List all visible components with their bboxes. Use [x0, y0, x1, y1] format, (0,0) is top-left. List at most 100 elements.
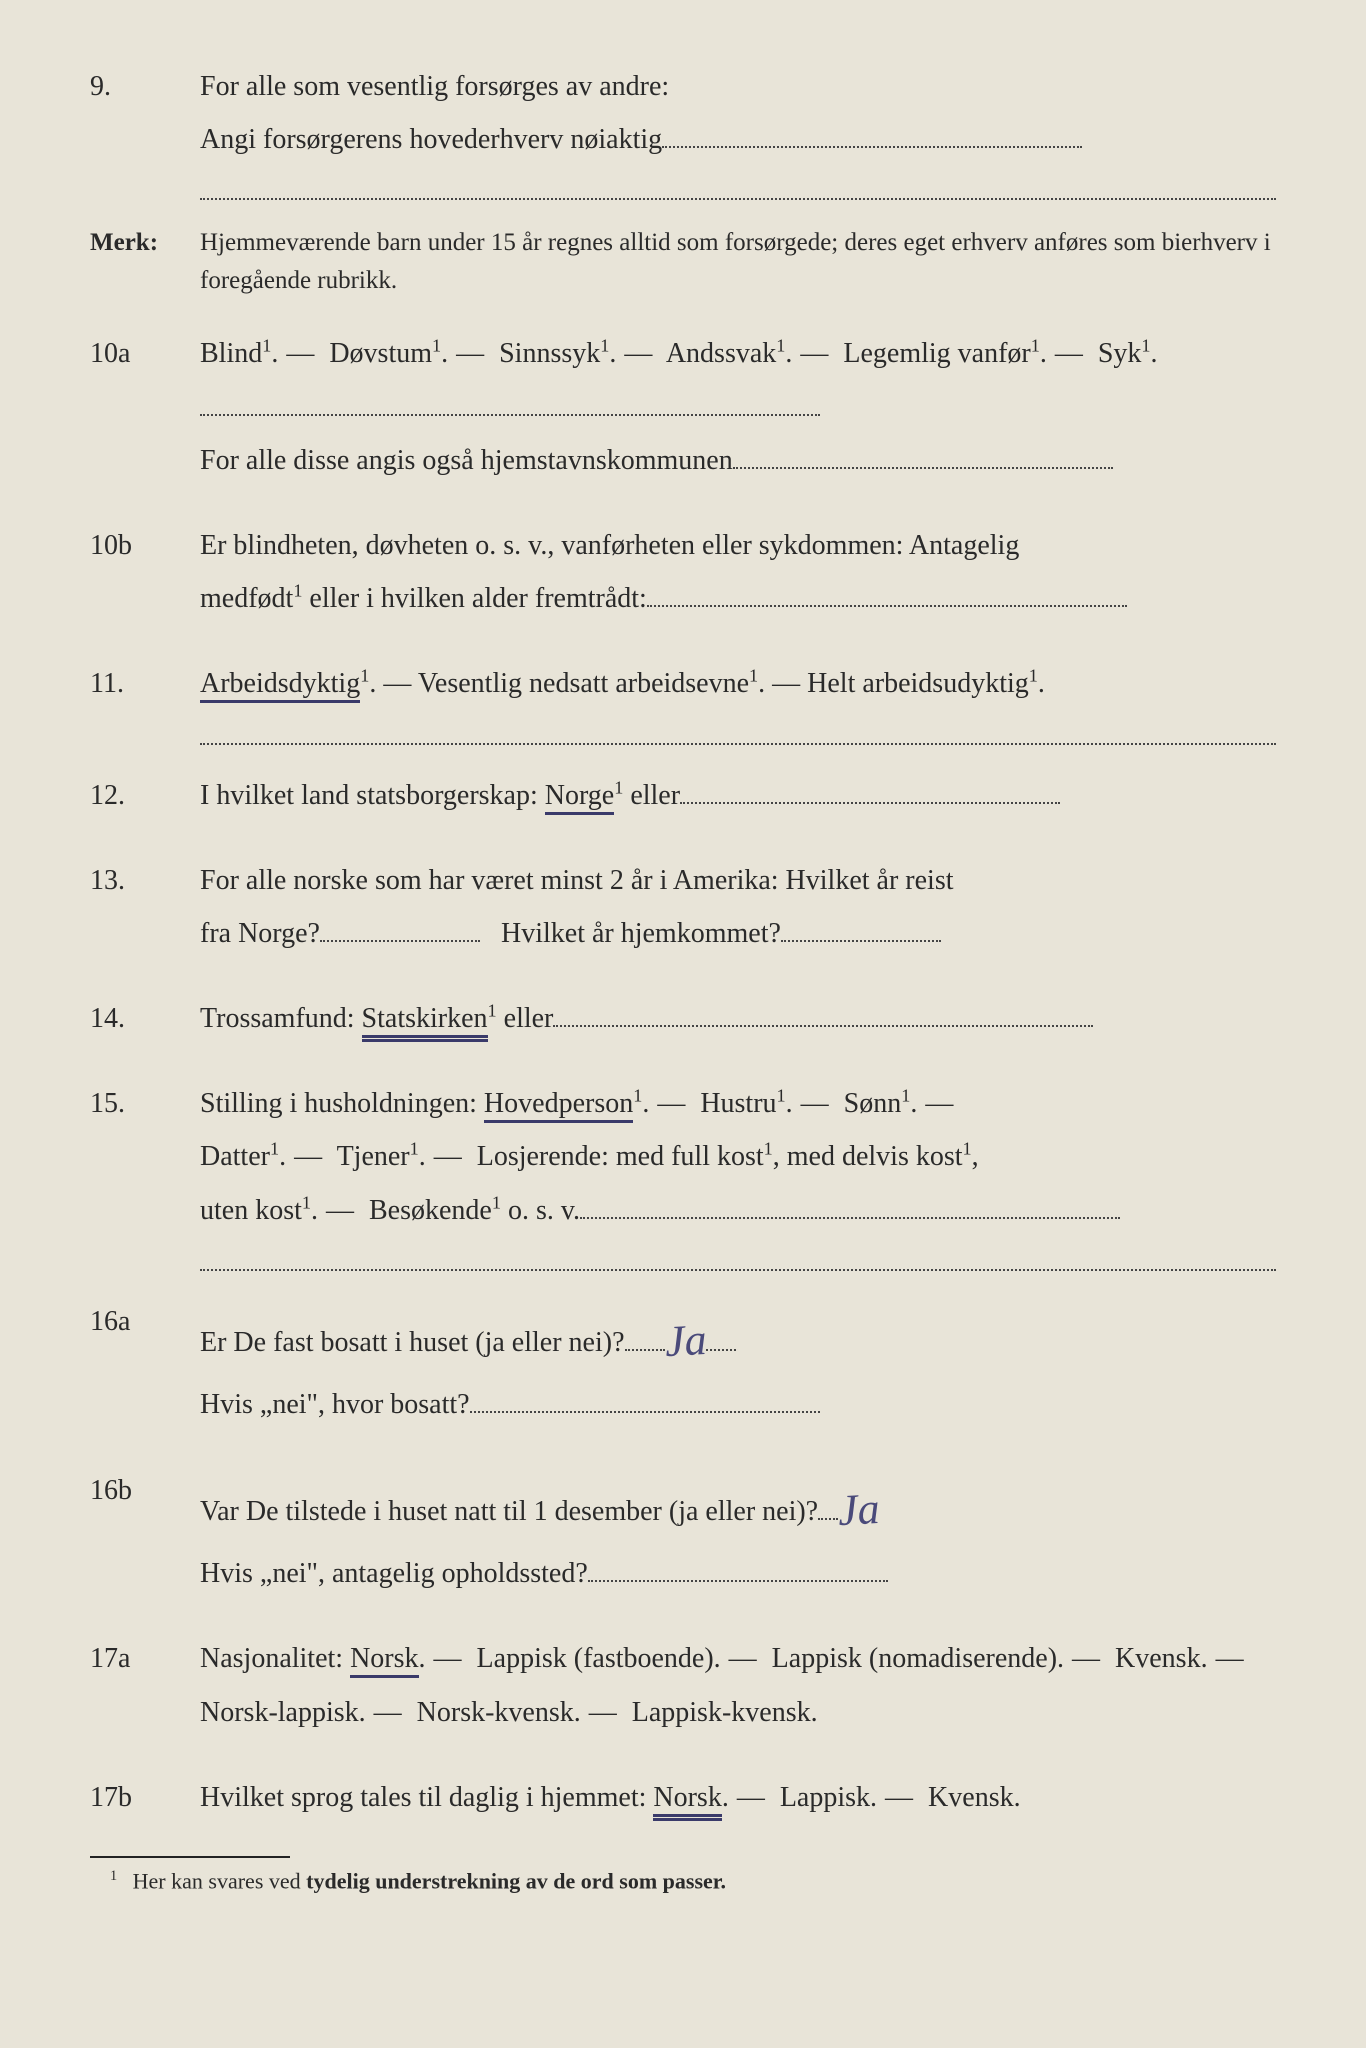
dotted-fill — [588, 1580, 888, 1582]
opt-selected: Statskirken — [362, 1003, 488, 1038]
q16a-q: Er De fast bosatt i huset (ja eller nei)… — [200, 1327, 625, 1358]
dotted-fill — [320, 940, 480, 942]
divider — [200, 1269, 1276, 1271]
dotted-fill — [470, 1411, 820, 1413]
q16b-q: Var De tilstede i huset natt til 1 desem… — [200, 1496, 818, 1527]
q15-content: Stilling i husholdningen: Hovedperson1.—… — [200, 1077, 1276, 1237]
dotted-fill — [733, 467, 1113, 469]
question-17b: 17b Hvilket sprog tales til daglig i hje… — [90, 1771, 1276, 1824]
opt: Lappisk (nomadiserende) — [772, 1643, 1057, 1674]
q9-line1: For alle som vesentlig forsørges av andr… — [200, 71, 669, 102]
opt: Legemlig vanfør — [843, 338, 1030, 369]
opt: Vesentlig nedsatt arbeidsevne — [418, 668, 749, 699]
dotted-fill — [647, 605, 1127, 607]
q16a-sub: Hvis „nei", hvor bosatt? — [200, 1389, 470, 1420]
q17b-text: Hvilket sprog tales til daglig i hjemmet… — [200, 1782, 653, 1813]
opt-selected: Arbeidsdyktig — [200, 668, 360, 703]
q14-content: Trossamfund: Statskirken1 eller — [200, 992, 1276, 1045]
opt: Andssvak — [666, 338, 776, 369]
q13-line2b: Hvilket år hjemkommet? — [501, 918, 781, 949]
handwritten-answer: Ja — [836, 1467, 882, 1553]
q10b-line2a: medfødt — [200, 583, 293, 614]
q17b-content: Hvilket sprog tales til daglig i hjemmet… — [200, 1771, 1276, 1824]
opt-selected: Norsk — [350, 1643, 418, 1678]
opt: Lappisk — [780, 1782, 870, 1813]
opt: Datter — [200, 1141, 270, 1172]
opt: Sønn — [844, 1088, 902, 1119]
q10a-content: Blind1.— Døvstum1.— Sinnssyk1.— Andssvak… — [200, 327, 1276, 487]
q16a-number: 16a — [90, 1295, 200, 1432]
dotted-fill — [818, 1518, 838, 1520]
opt: Sinnssyk — [499, 338, 600, 369]
opt: Lappisk-kvensk — [632, 1697, 811, 1728]
q13-line2a: fra Norge? — [200, 918, 320, 949]
opt: Helt arbeidsudyktig — [807, 668, 1029, 699]
dotted-fill — [625, 1349, 665, 1351]
q13-content: For alle norske som har været minst 2 år… — [200, 854, 1276, 960]
q12-or: eller — [630, 780, 680, 811]
question-14: 14. Trossamfund: Statskirken1 eller — [90, 992, 1276, 1045]
footnote-text-b: tydelig understrekning av de ord som pas… — [306, 1868, 726, 1893]
q17b-number: 17b — [90, 1771, 200, 1824]
opt: Kvensk — [928, 1782, 1014, 1813]
divider — [200, 743, 1276, 745]
question-13: 13. For alle norske som har været minst … — [90, 854, 1276, 960]
opt: Kvensk — [1115, 1643, 1201, 1674]
opt: Blind — [200, 338, 262, 369]
q9-number: 9. — [90, 60, 200, 166]
q13-number: 13. — [90, 854, 200, 960]
footnote: 1 Her kan svares ved tydelig understrekn… — [110, 1868, 1276, 1894]
q10b-content: Er blindheten, døvheten o. s. v., vanfør… — [200, 519, 1276, 625]
opt: Norsk-kvensk — [417, 1697, 574, 1728]
q17a-number: 17a — [90, 1632, 200, 1738]
dotted-fill — [662, 146, 1082, 148]
q10a-line2: For alle disse angis også hjemstavnskomm… — [200, 445, 733, 476]
q10b-line2b: eller i hvilken alder fremtrådt: — [302, 583, 646, 614]
dotted-fill — [200, 414, 820, 416]
q14-number: 14. — [90, 992, 200, 1045]
opt-selected: Norge — [545, 780, 614, 815]
footnote-text-a: Her kan svares ved — [133, 1868, 307, 1893]
q17a-text: Nasjonalitet: — [200, 1643, 350, 1674]
dotted-fill — [580, 1217, 1120, 1219]
question-15: 15. Stilling i husholdningen: Hovedperso… — [90, 1077, 1276, 1237]
dotted-fill — [680, 802, 1060, 804]
opt: Losjerende: med full kost — [477, 1141, 764, 1172]
question-11: 11. Arbeidsdyktig1. — Vesentlig nedsatt … — [90, 657, 1276, 710]
q12-number: 12. — [90, 769, 200, 822]
q9-content: For alle som vesentlig forsørges av andr… — [200, 60, 1276, 166]
dotted-fill — [781, 940, 941, 942]
opt: Syk — [1098, 338, 1142, 369]
dotted-fill — [706, 1349, 736, 1351]
q16a-content: Er De fast bosatt i huset (ja eller nei)… — [200, 1295, 1276, 1432]
q15-text: Stilling i husholdningen: — [200, 1088, 484, 1119]
opt: uten kost — [200, 1195, 302, 1226]
question-17a: 17a Nasjonalitet: Norsk.— Lappisk (fastb… — [90, 1632, 1276, 1738]
opt-selected: Norsk — [653, 1782, 721, 1817]
question-12: 12. I hvilket land statsborgerskap: Norg… — [90, 769, 1276, 822]
footnote-rule — [90, 1856, 290, 1858]
q10b-number: 10b — [90, 519, 200, 625]
question-16a: 16a Er De fast bosatt i huset (ja eller … — [90, 1295, 1276, 1432]
q16b-sub: Hvis „nei", antagelig opholdssted? — [200, 1558, 588, 1589]
opt: Hustru — [700, 1088, 776, 1119]
handwritten-answer: Ja — [662, 1298, 708, 1384]
q11-number: 11. — [90, 657, 200, 710]
footnote-marker: 1 — [110, 1868, 117, 1884]
q11-content: Arbeidsdyktig1. — Vesentlig nedsatt arbe… — [200, 657, 1276, 710]
question-9: 9. For alle som vesentlig forsørges av a… — [90, 60, 1276, 166]
q10b-line1: Er blindheten, døvheten o. s. v., vanfør… — [200, 530, 1019, 561]
opt: Besøkende — [369, 1195, 492, 1226]
opt: Lappisk (fastboende) — [477, 1643, 714, 1674]
opt: , med delvis kost — [773, 1141, 963, 1172]
osv: o. s. v. — [501, 1195, 580, 1226]
q9-line2: Angi forsørgerens hovederhverv nøiaktig — [200, 124, 662, 155]
q16b-content: Var De tilstede i huset natt til 1 desem… — [200, 1464, 1276, 1601]
opt: Tjener — [337, 1141, 410, 1172]
q15-number: 15. — [90, 1077, 200, 1237]
q14-or: eller — [504, 1003, 554, 1034]
q12-text: I hvilket land statsborgerskap: — [200, 780, 545, 811]
dotted-fill — [553, 1025, 1093, 1027]
merk-text: Hjemmeværende barn under 15 år regnes al… — [200, 224, 1276, 299]
q16b-number: 16b — [90, 1464, 200, 1601]
